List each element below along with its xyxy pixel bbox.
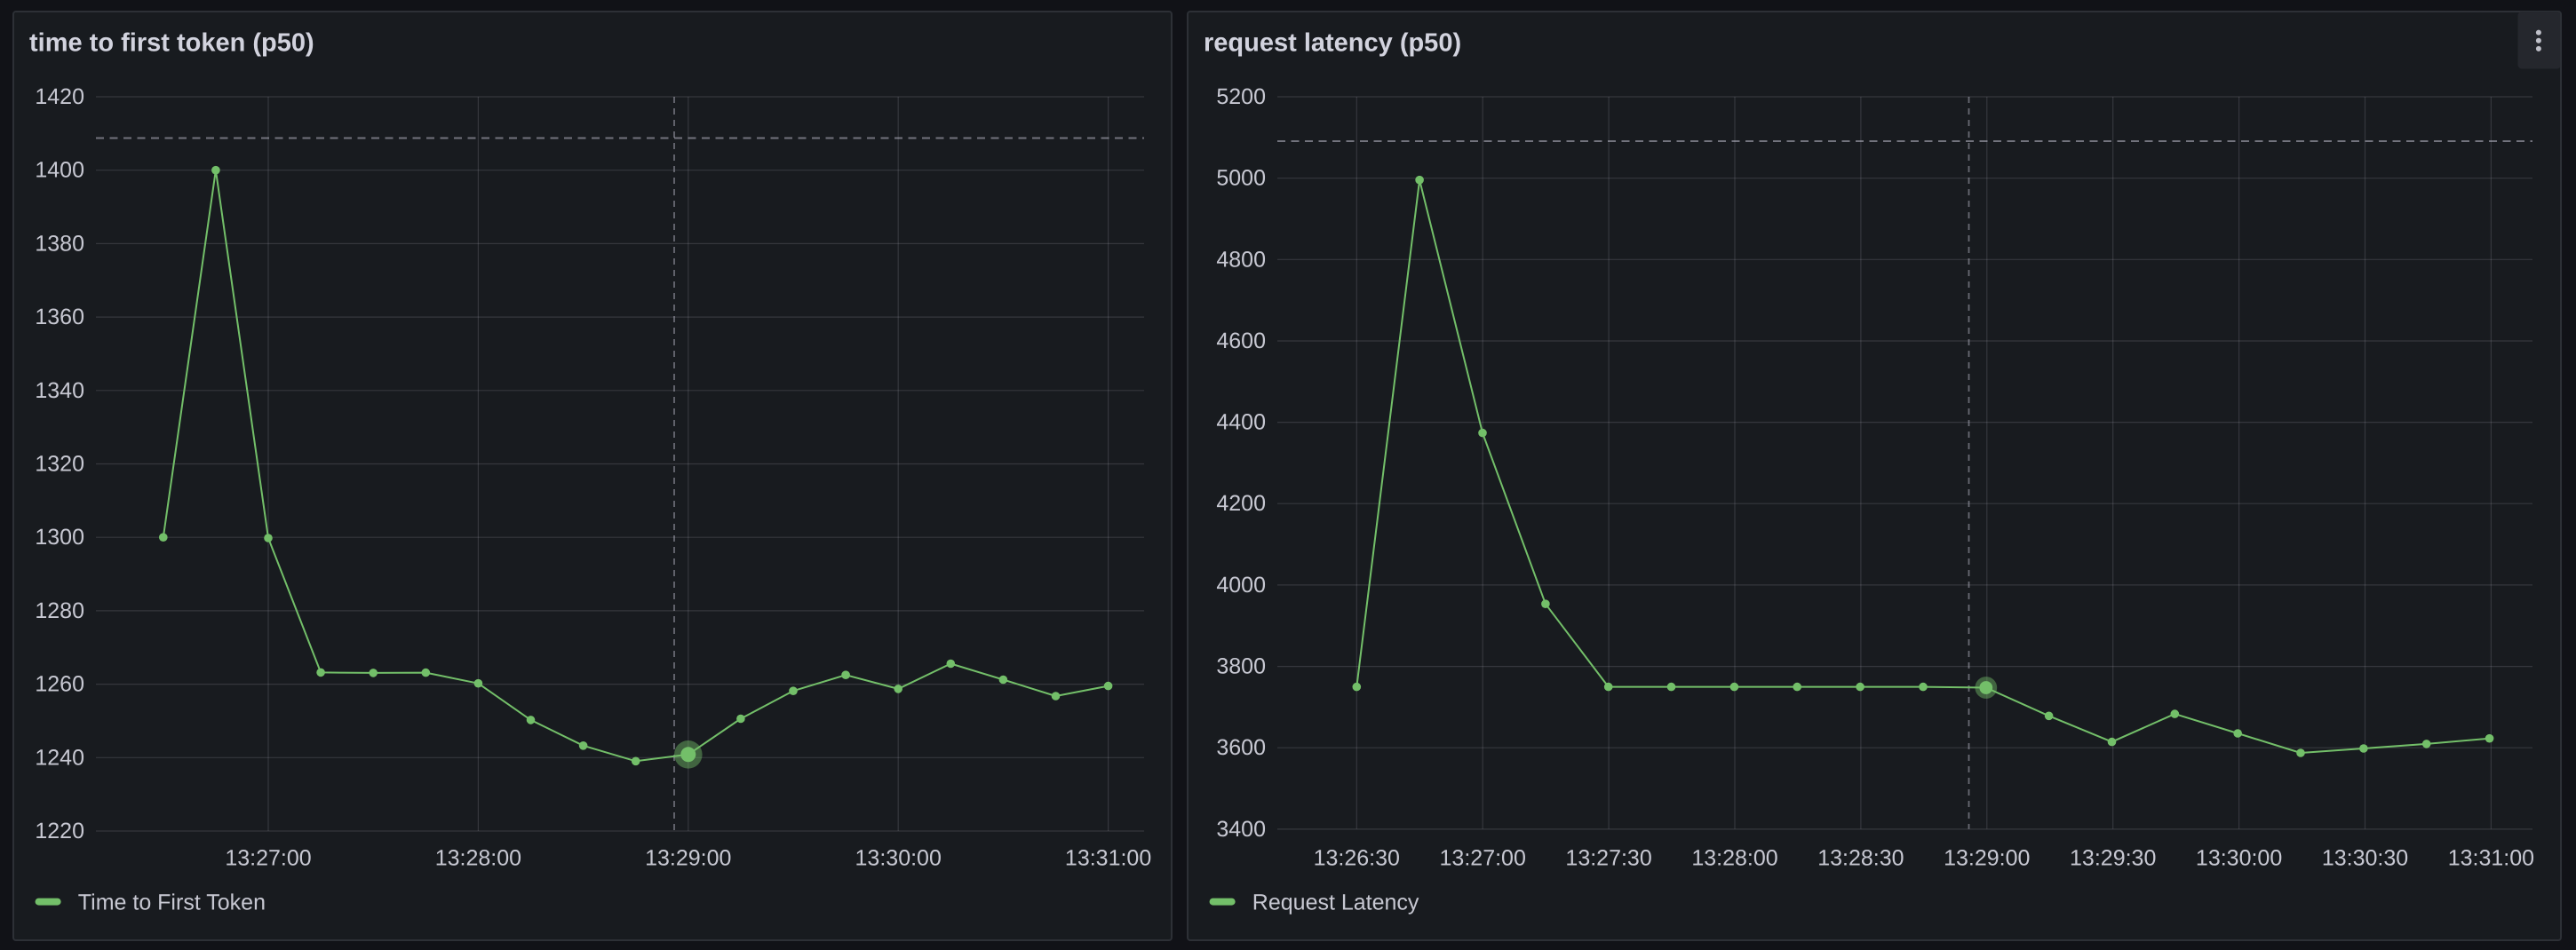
svg-text:1300: 1300: [35, 525, 84, 550]
svg-text:4400: 4400: [1216, 410, 1266, 435]
svg-text:3400: 3400: [1216, 817, 1266, 842]
svg-text:13:27:00: 13:27:00: [1440, 846, 1526, 871]
svg-text:5200: 5200: [1216, 84, 1266, 109]
svg-text:1340: 1340: [35, 378, 84, 403]
svg-text:13:28:00: 13:28:00: [1691, 846, 1777, 871]
svg-text:4600: 4600: [1216, 329, 1266, 353]
svg-text:Time to First Token: Time to First Token: [78, 891, 266, 915]
svg-text:13:28:00: 13:28:00: [435, 846, 521, 871]
svg-text:4200: 4200: [1216, 491, 1266, 516]
svg-text:13:31:00: 13:31:00: [1065, 846, 1151, 871]
svg-text:13:29:30: 13:29:30: [2070, 846, 2156, 871]
svg-text:13:26:30: 13:26:30: [1314, 846, 1400, 871]
svg-text:3600: 3600: [1216, 735, 1266, 760]
svg-text:4000: 4000: [1216, 573, 1266, 598]
svg-text:Request Latency: Request Latency: [1252, 891, 1419, 915]
svg-text:1320: 1320: [35, 452, 84, 477]
svg-text:13:30:30: 13:30:30: [2322, 846, 2408, 871]
svg-text:1360: 1360: [35, 305, 84, 329]
svg-text:1420: 1420: [35, 84, 84, 109]
svg-text:3800: 3800: [1216, 654, 1266, 679]
svg-text:13:28:30: 13:28:30: [1817, 846, 1904, 871]
svg-text:5000: 5000: [1216, 166, 1266, 191]
svg-text:13:29:00: 13:29:00: [645, 846, 731, 871]
svg-text:1380: 1380: [35, 231, 84, 256]
svg-text:13:30:00: 13:30:00: [2196, 846, 2282, 871]
svg-text:4800: 4800: [1216, 247, 1266, 272]
svg-text:13:27:30: 13:27:30: [1565, 846, 1651, 871]
svg-text:request latency (p50): request latency (p50): [1204, 29, 1461, 58]
svg-text:13:29:00: 13:29:00: [1944, 846, 2030, 871]
svg-text:1240: 1240: [35, 745, 84, 770]
svg-text:13:27:00: 13:27:00: [225, 846, 311, 871]
svg-text:13:30:00: 13:30:00: [855, 846, 942, 871]
svg-text:time to first token (p50): time to first token (p50): [29, 29, 314, 58]
svg-text:1220: 1220: [35, 819, 84, 843]
svg-text:1280: 1280: [35, 598, 84, 623]
svg-text:1260: 1260: [35, 672, 84, 697]
svg-text:13:31:00: 13:31:00: [2448, 846, 2534, 871]
svg-text:1400: 1400: [35, 158, 84, 183]
